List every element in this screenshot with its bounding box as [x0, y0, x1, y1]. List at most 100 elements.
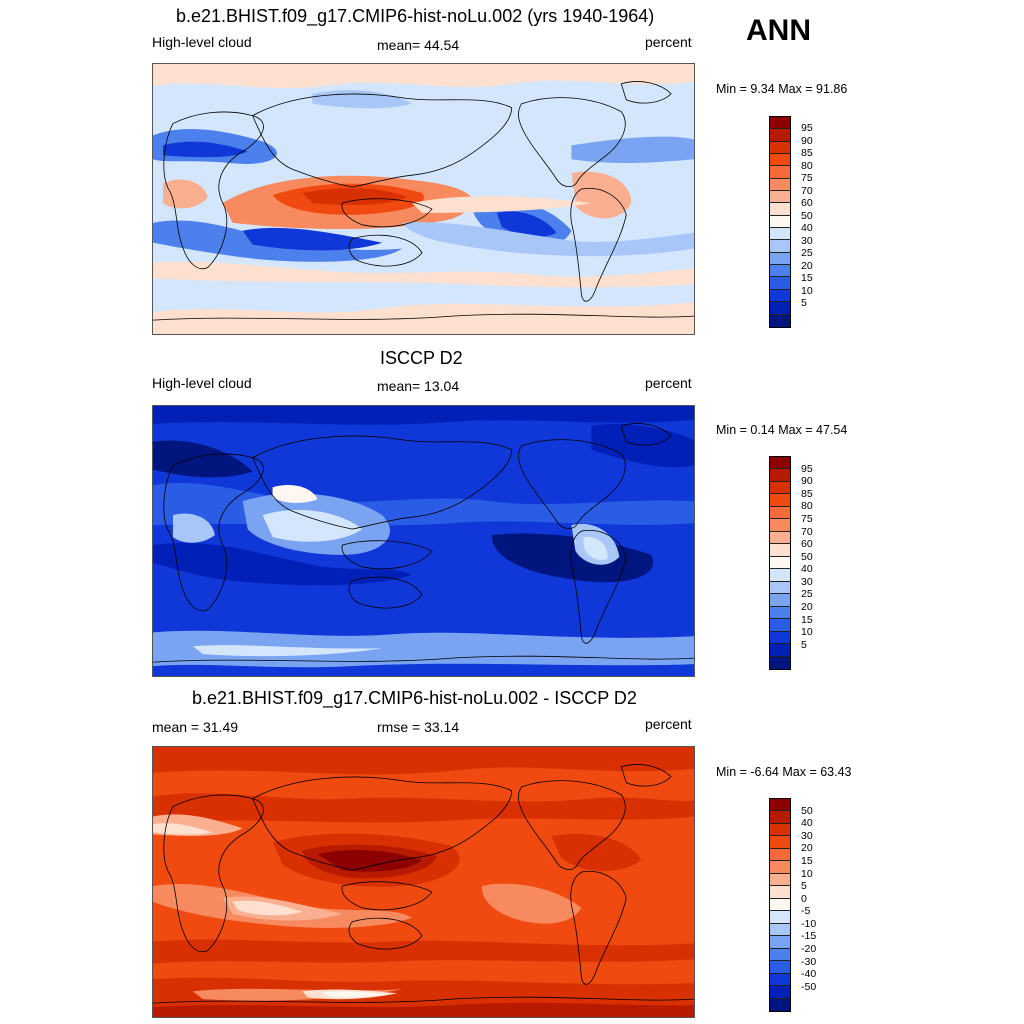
colorbar-tick-label: 50	[801, 804, 813, 817]
colorbar-tick-label: 70	[801, 525, 813, 538]
colorbar-swatch	[770, 886, 790, 899]
colorbar-swatch	[770, 948, 790, 962]
colorbar-tick-label: 10	[801, 626, 813, 639]
colorbar-swatch	[770, 998, 790, 1011]
panel-2-map	[152, 405, 695, 677]
colorbar-tick-label: -10	[801, 917, 817, 930]
colorbar-swatch	[770, 848, 790, 862]
colorbar-swatch	[770, 117, 790, 130]
panel-1-title: b.e21.BHIST.f09_g17.CMIP6-hist-noLu.002 …	[176, 6, 655, 26]
panel-3-mean-label: mean = 31.49	[152, 719, 239, 735]
colorbar-swatch	[770, 191, 790, 204]
colorbar-tick-label: 5	[801, 880, 807, 893]
panel-3-map	[152, 746, 695, 1018]
colorbar-swatch	[770, 923, 790, 937]
colorbar-tick-label: 25	[801, 588, 813, 601]
colorbar-tick-label: 80	[801, 159, 813, 172]
colorbar-swatch	[770, 911, 790, 924]
colorbar-swatch	[770, 302, 790, 315]
panel-2-colorbar-swatches	[770, 457, 790, 669]
colorbar-swatch	[770, 178, 790, 192]
colorbar-tick-label: 0	[801, 892, 807, 905]
colorbar-tick-label: -30	[801, 955, 817, 968]
colorbar-swatch	[770, 129, 790, 142]
colorbar-tick-label: 85	[801, 487, 813, 500]
colorbar-tick-label: -40	[801, 968, 817, 981]
colorbar-swatch	[770, 277, 790, 290]
colorbar-tick-label: 10	[801, 284, 813, 297]
colorbar-swatch	[770, 811, 790, 824]
colorbar-tick-label: 30	[801, 829, 813, 842]
colorbar-swatch	[770, 973, 790, 987]
colorbar-tick-label: 90	[801, 475, 813, 488]
colorbar-swatch	[770, 606, 790, 620]
colorbar-tick-label: 30	[801, 234, 813, 247]
colorbar-swatch	[770, 154, 790, 167]
colorbar-swatch	[770, 799, 790, 812]
colorbar-swatch	[770, 961, 790, 974]
colorbar-swatch	[770, 469, 790, 482]
colorbar-swatch	[770, 644, 790, 657]
colorbar-swatch	[770, 166, 790, 179]
colorbar-tick-label: 30	[801, 575, 813, 588]
colorbar-swatch	[770, 506, 790, 520]
colorbar-swatch	[770, 544, 790, 557]
colorbar-tick-label: -5	[801, 905, 811, 918]
colorbar-tick-label: 15	[801, 613, 813, 626]
colorbar-swatch	[770, 252, 790, 266]
colorbar-tick-label: 40	[801, 563, 813, 576]
panel-2-mean-label: mean= 13.04	[377, 378, 460, 394]
colorbar-swatch	[770, 861, 790, 874]
panel-1-units-label: percent	[645, 34, 692, 50]
panel-1-mean-label: mean= 44.54	[377, 37, 460, 53]
colorbar-tick-label: 20	[801, 259, 813, 272]
colorbar-tick-label: 50	[801, 550, 813, 563]
colorbar-swatch	[770, 569, 790, 582]
colorbar-tick-label: 75	[801, 172, 813, 185]
panel-2-colorbar	[769, 456, 791, 670]
colorbar-tick-label: 85	[801, 147, 813, 160]
colorbar-swatch	[770, 457, 790, 470]
colorbar-swatch	[770, 240, 790, 253]
colorbar-tick-label: 60	[801, 538, 813, 551]
colorbar-swatch	[770, 228, 790, 241]
season-label: ANN	[746, 14, 811, 47]
panel-1-colorbar-swatches	[770, 117, 790, 327]
colorbar-tick-label: 20	[801, 842, 813, 855]
colorbar-tick-label: 95	[801, 122, 813, 135]
colorbar-swatch	[770, 873, 790, 887]
colorbar-swatch	[770, 619, 790, 632]
colorbar-swatch	[770, 494, 790, 507]
panel-1-variable-label: High-level cloud	[152, 34, 252, 50]
panel-3-rmse-label: rmse = 33.14	[377, 719, 460, 735]
colorbar-tick-label: 50	[801, 209, 813, 222]
panel-3-minmax: Min = -6.64 Max = 63.43	[716, 765, 852, 779]
colorbar-tick-label: 15	[801, 272, 813, 285]
colorbar-tick-label: 90	[801, 134, 813, 147]
colorbar-tick-label: 40	[801, 222, 813, 235]
panel-3-colorbar	[769, 798, 791, 1012]
colorbar-swatch	[770, 581, 790, 595]
colorbar-tick-label: 40	[801, 817, 813, 830]
colorbar-tick-label: 5	[801, 297, 807, 310]
panel-2-title: ISCCP D2	[380, 348, 463, 368]
colorbar-tick-label: 60	[801, 197, 813, 210]
colorbar-swatch	[770, 594, 790, 607]
colorbar-swatch	[770, 481, 790, 495]
colorbar-tick-label: 95	[801, 462, 813, 475]
panel-2-variable-label: High-level cloud	[152, 375, 252, 391]
panel-2-units-label: percent	[645, 375, 692, 391]
colorbar-swatch	[770, 519, 790, 532]
colorbar-swatch	[770, 656, 790, 669]
colorbar-tick-label: -50	[801, 980, 817, 993]
colorbar-swatch	[770, 986, 790, 999]
colorbar-tick-label: 80	[801, 500, 813, 513]
colorbar-tick-label: 10	[801, 867, 813, 880]
colorbar-tick-label: 75	[801, 512, 813, 525]
colorbar-tick-label: -15	[801, 930, 817, 943]
colorbar-swatch	[770, 531, 790, 545]
panel-1-minmax: Min = 9.34 Max = 91.86	[716, 82, 848, 96]
colorbar-tick-label: 20	[801, 601, 813, 614]
colorbar-tick-label: 15	[801, 854, 813, 867]
colorbar-swatch	[770, 898, 790, 912]
